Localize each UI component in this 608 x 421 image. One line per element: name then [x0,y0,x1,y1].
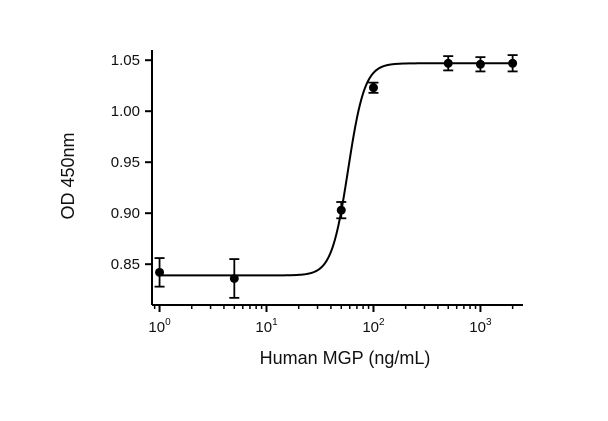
data-point [336,205,346,215]
data-point [475,59,485,69]
y-tick-label: 0.90 [111,205,140,222]
x-axis-label: Human MGP (ng/mL) [260,348,431,368]
y-tick-label: 0.85 [111,256,140,273]
x-tick-label: 103 [469,317,492,336]
fit-curve-layer [159,62,513,277]
x-tick-label: 102 [362,317,385,336]
y-tick-label: 1.00 [111,103,140,120]
x-tick-label: 101 [255,317,278,336]
x-tick-label: 100 [148,317,171,336]
data-point [155,267,165,277]
data-point [443,58,453,68]
y-axis-label: OD 450nm [58,132,78,219]
fit-curve [159,62,513,277]
data-point [368,83,378,93]
data-point [229,273,239,283]
axes: 0.85 0.90 0.95 1.00 1.05 100 101 102 103 [111,50,523,336]
data-point [508,58,518,68]
y-tick-label: 0.95 [111,154,140,171]
y-tick-label: 1.05 [111,52,140,69]
data-points-layer [154,54,518,299]
